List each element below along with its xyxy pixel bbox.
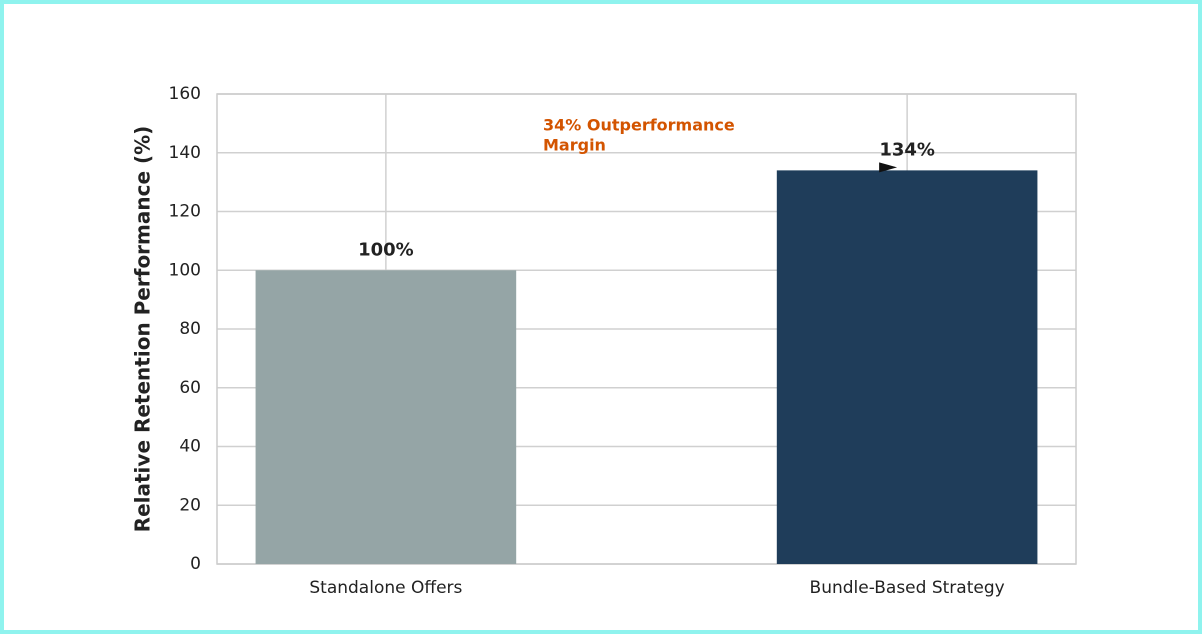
x-tick-label: Standalone Offers — [309, 578, 462, 598]
bar — [255, 270, 517, 564]
annotation: 34% Outperformance — [543, 116, 735, 135]
y-tick-label: 40 — [179, 437, 201, 457]
annotation-arrow — [879, 162, 898, 173]
y-tick-label: 80 — [179, 319, 201, 339]
y-tick-label: 100 — [169, 260, 201, 280]
chart: Relative Retention Performance (%) 0 20 40… — [131, 84, 1077, 598]
data-label: 100% — [358, 239, 414, 260]
y-tick-label: 120 — [169, 202, 201, 222]
y-tick-label: 160 — [169, 84, 201, 104]
y-tick-label: 0 — [190, 554, 201, 574]
y-tick-label: 20 — [179, 495, 201, 515]
plot-frame — [216, 93, 1077, 565]
x-tick-label: Bundle-Based Strategy — [810, 578, 1005, 598]
data-label: 134% — [879, 139, 935, 160]
y-tick-label: 140 — [169, 143, 201, 163]
y-tick-label: 60 — [179, 378, 201, 398]
annotation: Margin — [543, 136, 606, 155]
bar — [776, 170, 1038, 564]
y-axis-label: Relative Retention Performance (%) — [131, 126, 155, 533]
